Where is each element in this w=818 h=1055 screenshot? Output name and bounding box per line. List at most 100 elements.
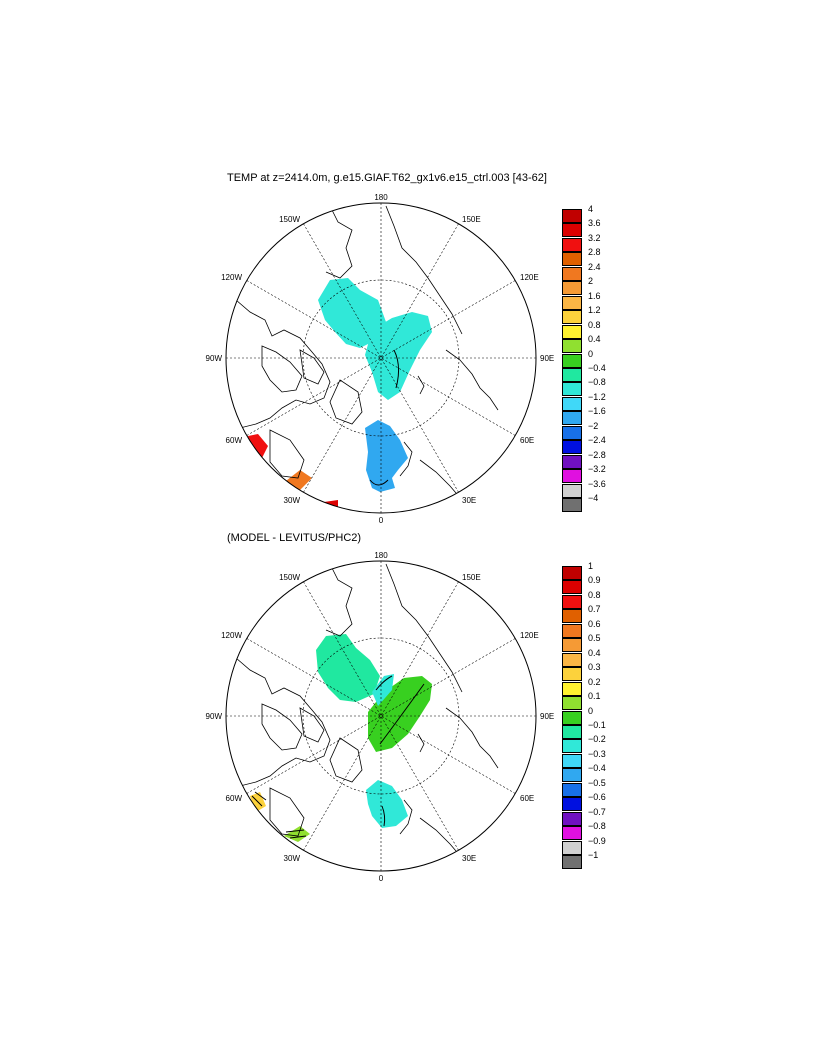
colorbar-swatch [562, 710, 582, 725]
colorbar-swatch [562, 295, 582, 310]
colorbar-swatch [562, 498, 582, 512]
colorbar-tick-label: −0.6 [588, 792, 606, 803]
colorbar-swatch [562, 811, 582, 826]
colorbar-tick-label: 2 [588, 276, 594, 287]
colorbar-swatch [562, 396, 582, 411]
colorbar-tick-label: −1 [588, 850, 599, 860]
colorbar-swatch [562, 266, 582, 281]
colorbar-swatch [562, 667, 582, 682]
bottom-lon-30w: 30W [284, 854, 301, 863]
top-panel-title: TEMP at z=2414.0m, g.e15.GIAF.T62_gx1v6.… [227, 172, 547, 184]
colorbar-tick-label: −2.4 [588, 435, 606, 446]
colorbar-swatch [562, 252, 582, 267]
colorbar-tick-label: −4 [588, 493, 599, 503]
colorbar-tick-label: −0.4 [588, 763, 606, 774]
colorbar-swatch [562, 469, 582, 484]
colorbar-tick-label: 0.6 [588, 618, 601, 629]
colorbar-swatch [562, 724, 582, 739]
top-lon-120w: 120W [221, 273, 242, 282]
colorbar-tick-label: 0.4 [588, 334, 601, 345]
colorbar-tick-label: 1 [588, 561, 594, 571]
top-map-coastlines [229, 205, 499, 501]
bottom-lon-60e: 60E [520, 794, 534, 803]
colorbar-swatch [562, 696, 582, 711]
top-lon-60w: 60W [226, 436, 243, 445]
colorbar-swatch [562, 855, 582, 869]
top-lon-30w: 30W [284, 496, 301, 505]
top-polar-map: 180 0 90W 90E 150W 120W 150E 120E 60W 30… [206, 193, 555, 525]
colorbar-swatch [562, 609, 582, 624]
bottom-lon-0: 0 [379, 874, 384, 883]
colorbar-tick-label: 3.2 [588, 232, 601, 243]
top-lon-30e: 30E [462, 496, 476, 505]
colorbar-swatch [562, 638, 582, 653]
top-lon-120e: 120E [520, 273, 539, 282]
colorbar-swatch [562, 652, 582, 667]
colorbar-swatch [562, 580, 582, 595]
bottom-map-fields [250, 634, 432, 842]
bottom-lon-120w: 120W [221, 631, 242, 640]
bottom-lon-90e: 90E [540, 712, 554, 721]
top-lon-90e: 90E [540, 354, 554, 363]
bottom-map-graticule [226, 561, 536, 871]
top-map-lon-labels: 180 0 90W 90E 150W 120W 150E 120E 60W 30… [206, 193, 555, 525]
colorbar-tick-label: 0 [588, 348, 594, 359]
colorbar-swatch [562, 353, 582, 368]
bottom-polar-map: 180 0 90W 90E 150W 120W 150E 120E 60W 30… [206, 551, 555, 883]
top-lon-180: 180 [374, 193, 388, 202]
bottom-field-canada-basin [316, 634, 380, 702]
colorbar-tick-label: 0.9 [588, 575, 601, 586]
colorbar-tick-label: −2.8 [588, 449, 606, 460]
colorbar-tick-label: 0.1 [588, 691, 601, 702]
colorbar-tick-label: 2.4 [588, 261, 601, 272]
colorbar-swatch [562, 382, 582, 397]
top-field-canada-basin [318, 278, 386, 348]
colorbar-swatch [562, 681, 582, 696]
bottom-panel-title: (MODEL - LEVITUS/PHC2) [227, 532, 362, 544]
bottom-lon-180: 180 [374, 551, 388, 560]
colorbar-swatch [562, 594, 582, 609]
colorbar-tick-label: 0.4 [588, 647, 601, 658]
colorbar-tick-label: −0.8 [588, 377, 606, 388]
colorbar-tick-label: 3.6 [588, 218, 601, 229]
colorbar-tick-label: −0.3 [588, 748, 606, 759]
top-field-labrador-red [248, 434, 268, 458]
colorbar-swatch [562, 782, 582, 797]
colorbar-tick-label: 0 [588, 705, 594, 716]
colorbar-tick-label: −0.9 [588, 835, 606, 846]
colorbar-tick-label: 0.8 [588, 589, 601, 600]
bottom-lon-150w: 150W [279, 573, 300, 582]
colorbar-tick-label: −2 [588, 420, 599, 431]
colorbar-tick-label: −0.2 [588, 734, 606, 745]
bottom-lon-150e: 150E [462, 573, 481, 582]
bottom-lon-90w: 90W [206, 712, 223, 721]
colorbar-swatch [562, 440, 582, 455]
bottom-field-lomonosov-cyan [372, 674, 394, 706]
colorbar-tick-label: −1.6 [588, 406, 606, 417]
colorbar-tick-label: 0.2 [588, 676, 601, 687]
colorbar-swatch [562, 281, 582, 296]
top-map-fields [248, 278, 432, 510]
top-map-boundary [225, 202, 537, 514]
colorbar-tick-label: −1.2 [588, 391, 606, 402]
colorbar-swatch [562, 840, 582, 855]
bottom-map-coastlines [229, 563, 499, 859]
colorbar-tick-label: −3.2 [588, 464, 606, 475]
colorbar-swatch [562, 566, 582, 580]
colorbar-tick-label: −3.6 [588, 478, 606, 489]
colorbar-swatch [562, 209, 582, 223]
top-lon-90w: 90W [206, 354, 223, 363]
bottom-map-lon-labels: 180 0 90W 90E 150W 120W 150E 120E 60W 30… [206, 551, 555, 883]
colorbar-swatch [562, 223, 582, 238]
colorbar-tick-label: 0.5 [588, 633, 601, 644]
colorbar-swatch [562, 797, 582, 812]
colorbar-tick-label: −0.4 [588, 362, 606, 373]
bottom-lon-60w: 60W [226, 794, 243, 803]
colorbar-tick-label: 0.3 [588, 662, 601, 673]
bottom-field-fram-strait [366, 780, 408, 828]
bottom-lon-120e: 120E [520, 631, 539, 640]
top-field-eurasian-basin [365, 312, 432, 400]
colorbar-swatch [562, 826, 582, 841]
top-lon-0: 0 [379, 516, 384, 525]
